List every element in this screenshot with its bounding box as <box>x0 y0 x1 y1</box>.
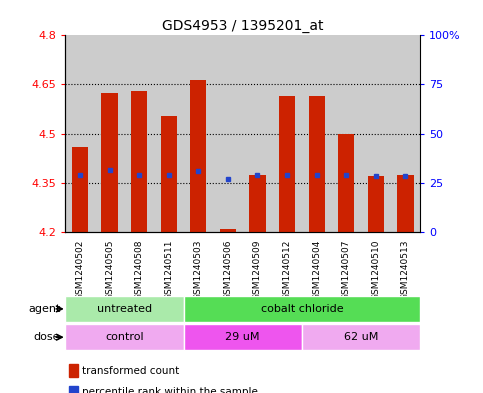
Bar <box>213 35 243 232</box>
Bar <box>69 364 78 377</box>
Text: 29 uM: 29 uM <box>226 332 260 342</box>
Bar <box>272 35 302 232</box>
Bar <box>243 35 272 232</box>
Text: percentile rank within the sample: percentile rank within the sample <box>82 387 258 393</box>
Bar <box>65 35 95 232</box>
Bar <box>161 116 177 232</box>
Bar <box>368 176 384 232</box>
Text: untreated: untreated <box>97 304 152 314</box>
Title: GDS4953 / 1395201_at: GDS4953 / 1395201_at <box>162 19 324 33</box>
Text: control: control <box>105 332 143 342</box>
Text: 62 uM: 62 uM <box>344 332 378 342</box>
Bar <box>190 80 206 232</box>
Bar <box>184 324 302 350</box>
Bar <box>302 324 420 350</box>
Bar <box>125 35 154 232</box>
Bar <box>131 91 147 232</box>
Bar <box>95 35 125 232</box>
Text: dose: dose <box>34 332 60 342</box>
Bar <box>101 93 118 232</box>
Bar <box>338 134 355 232</box>
Bar <box>249 174 266 232</box>
Bar <box>361 35 391 232</box>
Bar <box>220 229 236 232</box>
Bar <box>331 35 361 232</box>
Bar <box>184 35 213 232</box>
Bar <box>309 96 325 232</box>
Bar <box>65 296 184 322</box>
Bar <box>391 35 420 232</box>
Text: transformed count: transformed count <box>82 366 180 376</box>
Bar <box>398 174 413 232</box>
Bar <box>154 35 184 232</box>
Bar <box>65 324 184 350</box>
Text: agent: agent <box>28 304 60 314</box>
Bar <box>184 296 420 322</box>
Bar <box>279 96 295 232</box>
Bar <box>69 386 78 393</box>
Bar <box>72 147 88 232</box>
Bar <box>302 35 331 232</box>
Text: cobalt chloride: cobalt chloride <box>260 304 343 314</box>
